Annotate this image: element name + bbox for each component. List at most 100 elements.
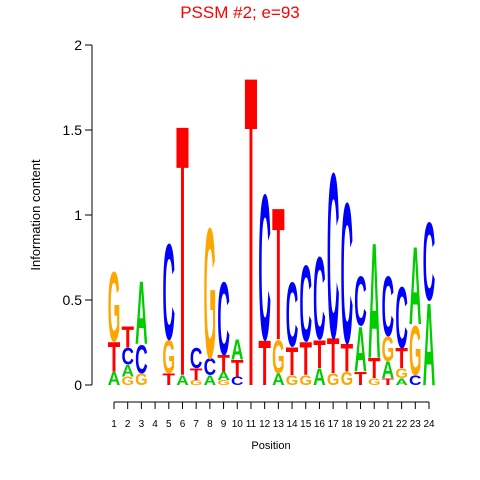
- logo-letter: A: [382, 357, 395, 383]
- logo-letter: C: [286, 264, 299, 367]
- logo-letter: A: [176, 372, 189, 388]
- y-tick-label: 1.5: [63, 122, 83, 138]
- logo-letter: C: [231, 375, 244, 388]
- logo-letter: G: [395, 366, 408, 382]
- logo-letter: T: [341, 336, 354, 381]
- x-tick-label: 20: [369, 419, 381, 430]
- logo-letter: C: [382, 259, 395, 354]
- x-tick-label: 23: [410, 419, 422, 430]
- x-tick-label: 9: [221, 419, 227, 430]
- logo-letter: G: [204, 190, 217, 398]
- x-tick-label: 7: [193, 419, 199, 430]
- x-tick-label: 16: [314, 419, 326, 430]
- x-tick-label: 10: [232, 419, 244, 430]
- logo-letter: G: [108, 252, 121, 363]
- logo-letter: T: [163, 370, 176, 388]
- x-tick-label: 5: [166, 419, 172, 430]
- logo-letter: C: [327, 125, 340, 388]
- logo-letter: A: [121, 362, 134, 380]
- logo-letter: A: [354, 314, 367, 385]
- x-axis-label: Position: [251, 440, 290, 452]
- logo-letter: A: [272, 370, 285, 388]
- logo-letter: G: [368, 377, 381, 388]
- logo-letter: T: [272, 169, 285, 380]
- x-tick-label: 15: [300, 419, 312, 430]
- logo-letter: T: [382, 377, 395, 388]
- logo-letter: C: [121, 343, 133, 369]
- logo-letter: T: [217, 350, 230, 376]
- x-tick-label: 24: [423, 419, 435, 430]
- logo-letter: A: [409, 224, 422, 348]
- logo-letter: T: [286, 339, 299, 384]
- logo-letter: T: [368, 352, 381, 384]
- logo-letter: A: [368, 208, 381, 393]
- logo-letter: C: [204, 354, 217, 380]
- logo-letter: G: [190, 379, 203, 387]
- logo-letter: G: [409, 312, 422, 390]
- logo-letter: C: [409, 372, 422, 388]
- logo-letter: T: [190, 365, 203, 383]
- y-tick-label: 2: [74, 37, 82, 53]
- logo-letter: A: [135, 264, 148, 364]
- x-tick-label: 11: [246, 419, 257, 430]
- x-tick-label: 4: [152, 419, 158, 430]
- y-tick-label: 0: [74, 377, 82, 393]
- chart-title: PSSM #2; e=93: [180, 3, 300, 22]
- logo-letter: C: [163, 216, 176, 369]
- logo-letter: C: [395, 269, 408, 367]
- logo-letter: T: [313, 332, 326, 377]
- logo-letter: A: [108, 368, 121, 389]
- logo-letter: C: [354, 263, 367, 341]
- logo-letter: C: [341, 160, 354, 385]
- logo-letter: G: [341, 368, 354, 389]
- logo-letter: T: [327, 328, 340, 383]
- y-tick-label: 0.5: [63, 292, 83, 308]
- logo-letter: T: [231, 355, 244, 381]
- x-tick-label: 12: [259, 419, 271, 430]
- logo-letter: G: [286, 372, 299, 388]
- x-tick-label: 3: [139, 419, 145, 430]
- logo-letter: C: [258, 151, 271, 384]
- logo-letter: G: [163, 330, 176, 383]
- x-tick-label: 22: [396, 419, 408, 430]
- logo-letter: T: [176, 51, 189, 452]
- logo-letter: C: [423, 200, 436, 324]
- x-tick-label: 6: [180, 419, 186, 430]
- logo-letter: A: [217, 369, 230, 382]
- logo-letter: T: [258, 327, 271, 398]
- x-tick-label: 2: [125, 419, 131, 430]
- logo-letter: C: [217, 261, 230, 377]
- logo-letter: T: [395, 342, 408, 374]
- logo-letter: G: [272, 330, 285, 383]
- logo-letter: T: [108, 333, 121, 381]
- y-tick-label: 1: [74, 207, 82, 223]
- logo-letter: G: [135, 370, 148, 388]
- logo-letter: C: [190, 342, 203, 374]
- x-tick-label: 17: [328, 419, 340, 430]
- logo-letter: A: [204, 372, 217, 388]
- logo-letter: A: [395, 377, 408, 388]
- logo-letter: G: [217, 379, 230, 387]
- logo-letter: C: [299, 243, 312, 365]
- logo-letter: C: [135, 337, 148, 382]
- logo-letter: G: [382, 329, 395, 369]
- x-tick-label: 8: [207, 419, 213, 430]
- x-tick-label: 13: [273, 419, 285, 430]
- logo-letter: A: [423, 279, 436, 411]
- logo-letter: G: [121, 375, 133, 388]
- x-tick-label: 21: [382, 419, 394, 430]
- logo-letter: T: [354, 368, 367, 389]
- logo-letter: C: [313, 233, 326, 365]
- logo-letter: T: [299, 332, 312, 385]
- logo-letter: G: [299, 372, 312, 388]
- y-axis-label: Information content: [28, 159, 43, 271]
- logo-letter: G: [327, 370, 340, 388]
- x-tick-label: 14: [286, 419, 298, 430]
- logo-letter: A: [231, 334, 244, 366]
- x-tick-label: 1: [111, 419, 117, 430]
- x-tick-label: 19: [355, 419, 367, 430]
- logo-letter: A: [313, 364, 326, 390]
- logo-letter: T: [245, 0, 257, 480]
- x-tick-label: 18: [341, 419, 353, 430]
